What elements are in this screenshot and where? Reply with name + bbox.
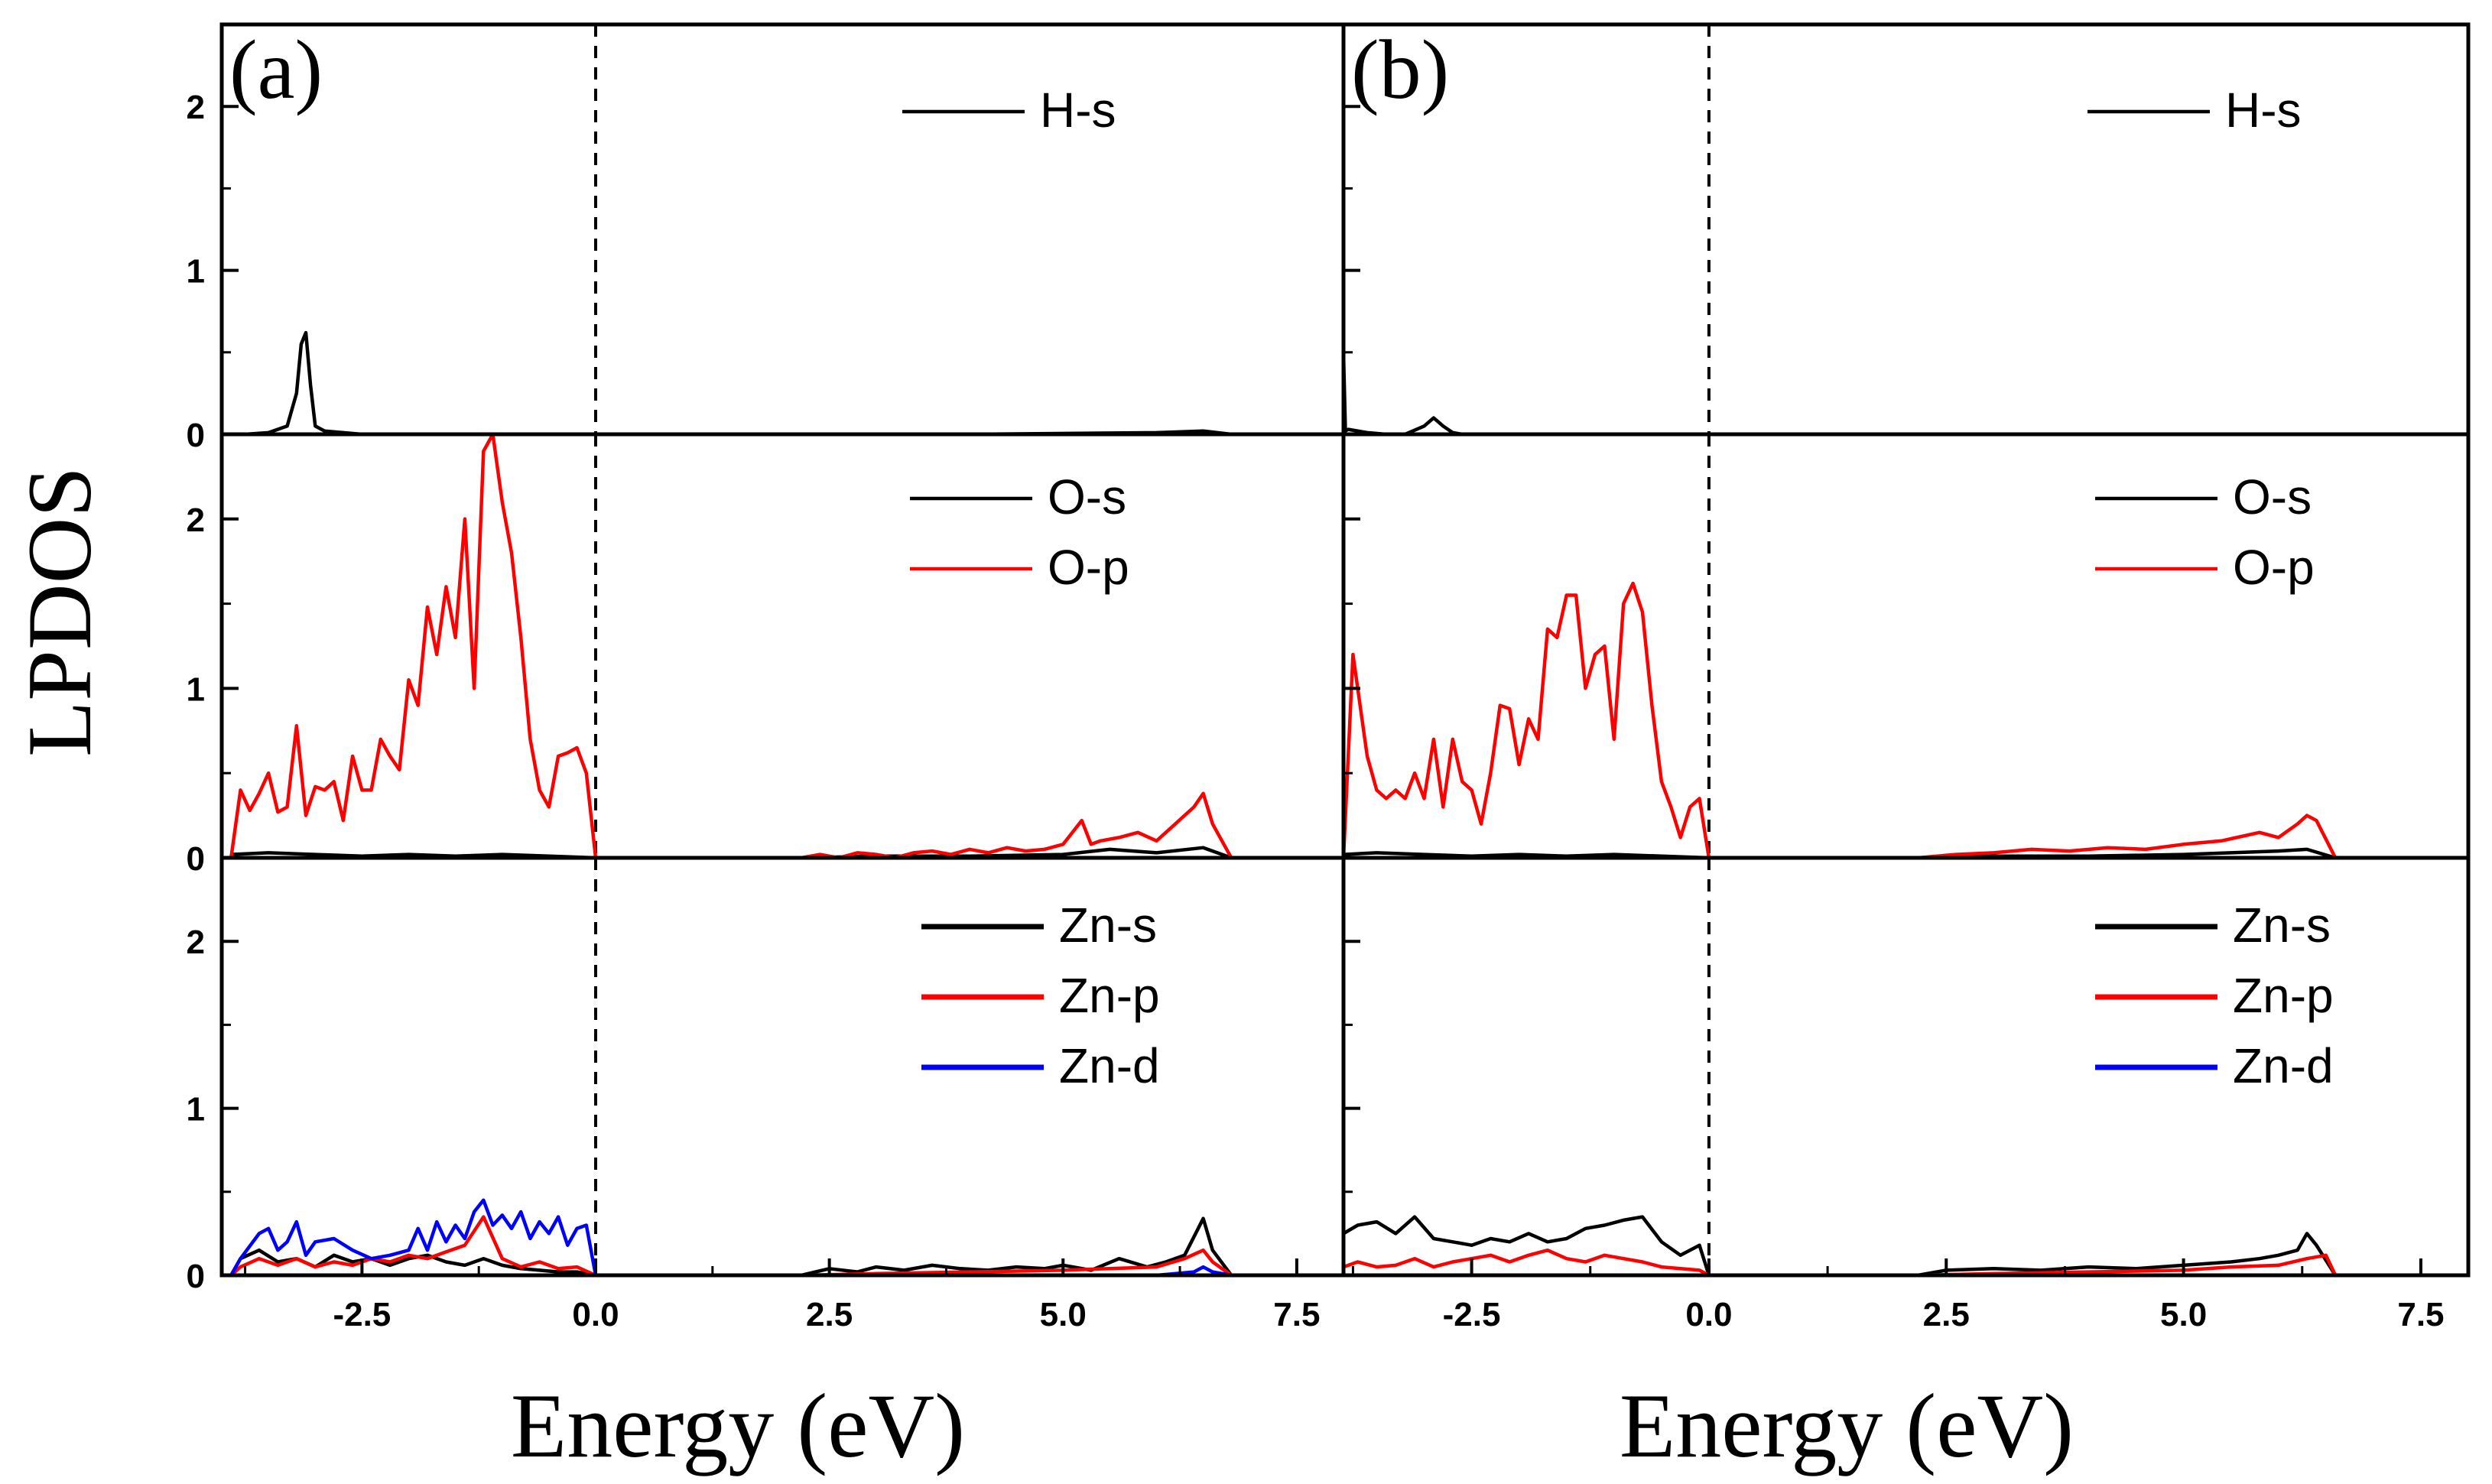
y-tick-label: 1 — [187, 1091, 205, 1128]
y-tick-label: 1 — [187, 253, 205, 291]
y-axis-title: LPDOS — [8, 466, 110, 757]
series-h-s — [245, 330, 1232, 434]
series-o-p — [229, 434, 1233, 858]
x-tick-label: 5.0 — [1040, 1296, 1087, 1333]
series-o-s — [1343, 847, 2336, 858]
x-tick-label: 5.0 — [2160, 1296, 2207, 1333]
series-zn-p — [1343, 1248, 2338, 1275]
y-tick-label: 1 — [187, 671, 205, 708]
panel-a-row-3: 0 1 2 -2.5 0.0 2.5 5.0 7.5 Zn-s Zn-p Zn-d — [187, 856, 1346, 1333]
x-tick-label: 2.5 — [1923, 1296, 1970, 1333]
legend-label-h-s: H-s — [2225, 83, 2302, 138]
y-tick-label: 0 — [187, 1258, 205, 1295]
series-zn-p — [229, 1215, 1233, 1275]
series-zn-d — [229, 1198, 1343, 1275]
legend-label-o-s: O-s — [1048, 469, 1126, 524]
panel-b-row-2: O-s O-p — [1341, 432, 2471, 860]
legend-label-o-s: O-s — [2233, 469, 2312, 524]
x-tick-label: -2.5 — [1443, 1296, 1501, 1333]
legend-label-o-p: O-p — [1048, 540, 1129, 595]
axes-frame — [1341, 856, 2471, 1278]
panel-label: (b) — [1351, 23, 1449, 116]
legend-label-zn-d: Zn-d — [2233, 1038, 2334, 1093]
y-tick-label: 0 — [187, 417, 205, 454]
x-tick-label: 7.5 — [2397, 1296, 2444, 1333]
series-zn-s — [229, 1216, 1233, 1275]
x-axis-title-b: Energy (eV) — [1620, 1375, 2074, 1476]
panel-a-row-1: 0 1 2 H-s — [187, 22, 1346, 454]
y-tick-label: 0 — [187, 840, 205, 878]
x-axis-title-a: Energy (eV) — [511, 1375, 965, 1476]
legend-label-o-p: O-p — [2233, 540, 2315, 595]
y-tick-label: 2 — [187, 89, 205, 126]
x-tick-label: 7.5 — [1273, 1296, 1320, 1333]
x-tick-label: 0.0 — [1685, 1296, 1732, 1333]
series-zn-s — [1343, 1215, 2338, 1275]
panel-a-row-2: 0 1 2 O-s O-p — [187, 432, 1346, 878]
axes-frame — [219, 22, 1346, 437]
x-tick-label: 0.0 — [572, 1296, 619, 1333]
panel-b-row-1: H-s — [1341, 22, 2471, 437]
series-o-s — [231, 846, 1233, 858]
legend-label-zn-p: Zn-p — [1059, 968, 1160, 1023]
x-tick-label: 2.5 — [806, 1296, 853, 1333]
panel-b-row-3: -2.5 0.0 2.5 5.0 7.5 Zn-s Zn-p Zn-d — [1341, 856, 2471, 1333]
legend-label-h-s: H-s — [1040, 83, 1116, 138]
x-tick-label: -2.5 — [333, 1296, 391, 1333]
y-tick-label: 2 — [187, 502, 205, 539]
legend-label-zn-s: Zn-s — [2233, 898, 2331, 953]
axes-frame — [219, 432, 1346, 860]
series-h-s — [1343, 352, 2279, 434]
series-o-p — [1343, 581, 2338, 858]
panel-label: (a) — [229, 23, 323, 116]
legend-label-zn-p: Zn-p — [2233, 968, 2334, 1023]
y-tick-label: 2 — [187, 924, 205, 961]
axes-frame — [219, 856, 1346, 1278]
legend-label-zn-s: Zn-s — [1059, 898, 1157, 953]
legend-label-zn-d: Zn-d — [1059, 1038, 1160, 1093]
